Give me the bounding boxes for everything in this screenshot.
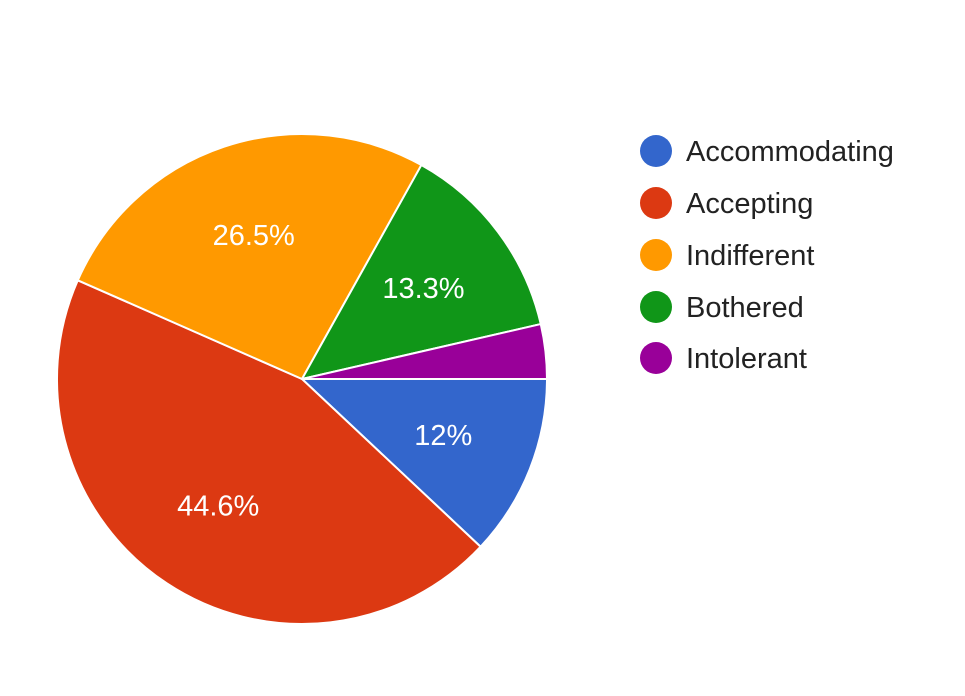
legend-label-intolerant: Intolerant — [686, 343, 807, 375]
slice-label-accommodating: 12% — [414, 420, 472, 452]
slice-labels: 12% 44.6% 26.5% 13.3% — [177, 220, 472, 523]
legend-marker-accommodating — [640, 135, 672, 167]
legend-label-bothered: Bothered — [686, 292, 804, 324]
legend-entry-bothered[interactable]: Bothered — [640, 291, 804, 324]
slice-label-accepting: 44.6% — [177, 491, 259, 523]
pie-slices — [56, 133, 548, 625]
pie-slice-intolerant[interactable] — [301, 323, 548, 380]
legend: Accommodating Accepting Indifferent Both… — [640, 135, 894, 375]
legend-entry-intolerant[interactable]: Intolerant — [640, 342, 807, 375]
pie-slice-accepting[interactable] — [56, 279, 482, 625]
slice-label-bothered: 13.3% — [382, 273, 464, 305]
legend-marker-accepting — [640, 187, 672, 219]
legend-marker-intolerant — [640, 342, 672, 374]
legend-label-indifferent: Indifferent — [686, 240, 814, 272]
legend-entry-indifferent[interactable]: Indifferent — [640, 239, 814, 272]
legend-marker-indifferent — [640, 239, 672, 271]
legend-entry-accepting[interactable]: Accepting — [640, 187, 813, 220]
legend-label-accommodating: Accommodating — [686, 136, 894, 168]
pie-slice-accommodating[interactable] — [301, 378, 548, 548]
legend-marker-bothered — [640, 291, 672, 323]
slice-label-indifferent: 26.5% — [213, 220, 295, 252]
pie-slice-bothered[interactable] — [301, 164, 542, 380]
legend-entry-accommodating[interactable]: Accommodating — [640, 135, 894, 168]
legend-label-accepting: Accepting — [686, 188, 813, 220]
